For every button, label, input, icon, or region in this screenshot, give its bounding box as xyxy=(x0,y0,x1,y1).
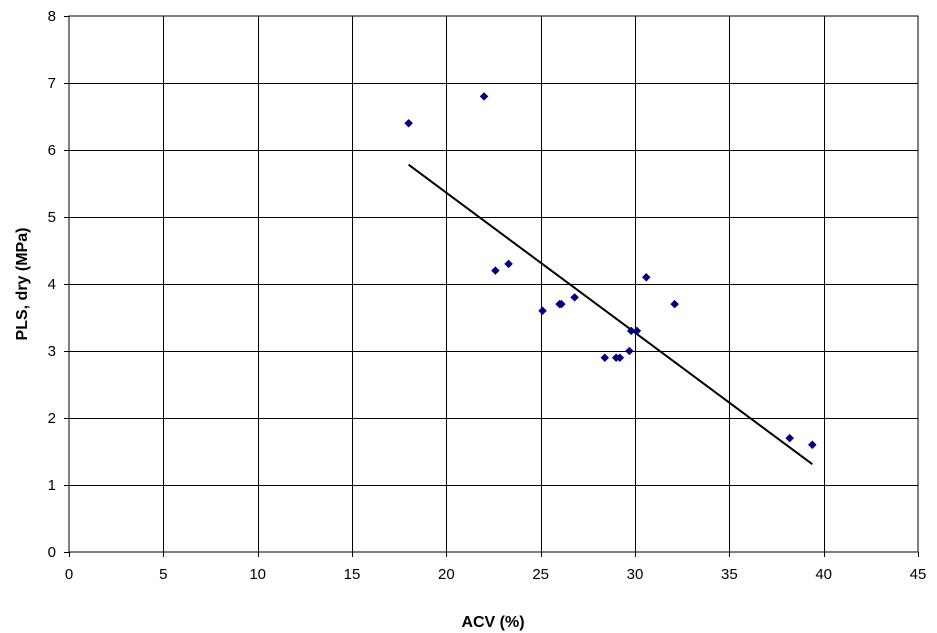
y-axis-title: PLS, dry (MPa) xyxy=(14,228,31,341)
x-tick-label: 5 xyxy=(159,566,167,583)
x-tick-label: 45 xyxy=(910,566,927,583)
data-point xyxy=(632,326,642,336)
x-tick-label: 35 xyxy=(721,566,738,583)
y-tick-label: 7 xyxy=(48,75,56,92)
data-point xyxy=(479,92,489,101)
data-points xyxy=(404,92,817,450)
y-tick-label: 4 xyxy=(48,276,56,293)
data-point xyxy=(570,293,579,302)
x-tick-label: 40 xyxy=(815,566,832,583)
data-point xyxy=(404,118,413,128)
y-tick-label: 2 xyxy=(48,410,56,427)
y-tick-label: 6 xyxy=(48,142,56,159)
y-tick-label: 3 xyxy=(48,343,56,360)
x-tick-label: 20 xyxy=(438,566,455,583)
data-point xyxy=(785,433,795,443)
y-tick-label: 8 xyxy=(48,8,56,25)
data-point xyxy=(557,299,566,309)
trendline xyxy=(408,163,813,466)
x-axis-tick-labels: 0 5 10 15 20 25 30 35 40 45 xyxy=(65,566,927,583)
data-point xyxy=(807,440,817,450)
data-point xyxy=(615,353,625,363)
gridlines xyxy=(69,16,918,552)
y-tick-label: 0 xyxy=(48,544,56,561)
data-point xyxy=(670,299,679,309)
y-tick-label: 5 xyxy=(48,209,56,226)
x-tick-label: 30 xyxy=(627,566,644,583)
trendline-group xyxy=(408,163,813,466)
x-tick-label: 25 xyxy=(532,566,549,583)
x-axis-title: ACV (%) xyxy=(461,614,524,631)
data-point xyxy=(491,266,500,275)
x-tick-label: 15 xyxy=(344,566,361,583)
x-tick-label: 10 xyxy=(249,566,266,583)
data-point xyxy=(538,306,547,316)
data-point xyxy=(624,346,634,356)
data-point xyxy=(641,272,651,282)
data-point xyxy=(600,353,610,363)
axis-ticks xyxy=(64,16,919,557)
data-point xyxy=(504,259,513,269)
y-axis-tick-labels: 0 1 2 3 4 5 6 7 8 xyxy=(48,8,56,561)
y-tick-label: 1 xyxy=(48,477,56,494)
x-tick-label: 0 xyxy=(65,566,73,583)
